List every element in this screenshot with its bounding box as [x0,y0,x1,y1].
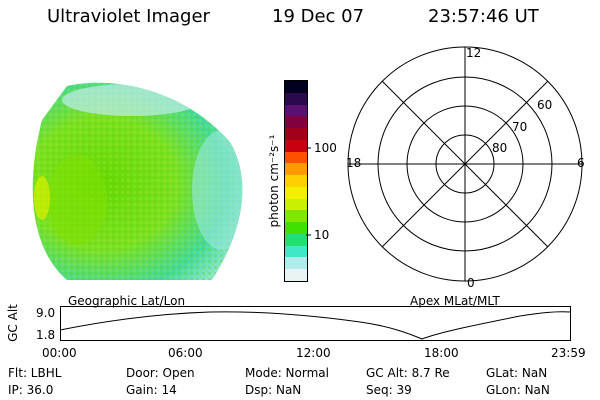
colorbar-tick-100: 100 [314,141,337,155]
colorbar-tick-10: 10 [314,228,330,242]
time-label: 23:57:46 UT [428,6,539,27]
color-bar [284,80,308,282]
color-bar-segment [285,269,307,282]
gc-alt-timeline [60,306,571,341]
app-title: Ultraviolet Imager [47,6,210,27]
status-dsp: Dsp: NaN [245,383,302,397]
mlt-label-0: 0 [467,276,475,290]
color-bar-segment [285,175,307,187]
color-bar-axis [306,147,311,236]
timeline-ylabel: GC Alt [6,304,20,342]
color-bar-segment [285,104,307,117]
timeline-xtick-12: 12:00 [296,346,331,360]
color-bar-segment [285,257,307,270]
status-gc-alt: GC Alt: 8.7 Re [366,366,450,380]
color-bar-segment [285,116,307,129]
status-gain: Gain: 14 [126,383,177,397]
mlt-label-12: 12 [466,46,482,60]
lat-label-80: 80 [492,141,508,155]
lat-label-70: 70 [512,120,528,134]
color-bar-segment [285,198,307,211]
aurora-image [32,82,243,280]
color-bar-segment [285,139,307,152]
mlt-label-6: 6 [577,156,585,170]
color-bar-segment [285,222,307,234]
status-door: Door: Open [126,366,195,380]
color-bar-segment [285,210,307,223]
timeline-xtick-06: 06:00 [168,346,203,360]
timeline-ytick-9: 9.0 [36,306,56,320]
color-bar-segment [285,163,307,176]
status-filter: Flt: LBHL [8,366,62,380]
status-mode: Mode: Normal [245,366,329,380]
status-glat: GLat: NaN [486,366,548,380]
status-glon: GLon: NaN [486,383,550,397]
color-bar-segment [285,233,307,246]
mlt-label-18: 18 [346,156,362,170]
timeline-xtick-2359: 23:59 [551,346,586,360]
date-label: 19 Dec 07 [272,6,365,27]
color-bar-segment [285,186,307,199]
color-bar-segment [285,92,307,105]
status-ip: IP: 36.0 [8,383,54,397]
timeline-ytick-1_8: 1.8 [36,328,56,342]
status-seq: Seq: 39 [366,383,412,397]
timeline-xtick-18: 18:00 [424,346,459,360]
color-bar-segment [285,245,307,258]
color-bar-segment [285,151,307,164]
lat-label-60: 60 [537,98,553,112]
geo-caption: Geographic Lat/Lon [68,294,186,308]
color-bar-segment [285,128,307,140]
polar-plot [347,46,583,282]
apex-caption: Apex MLat/MLT [410,294,500,308]
color-bar-segment [285,81,307,93]
colorbar-label: photon cm⁻²s⁻¹ [267,134,281,228]
timeline-xtick-00: 00:00 [42,346,77,360]
